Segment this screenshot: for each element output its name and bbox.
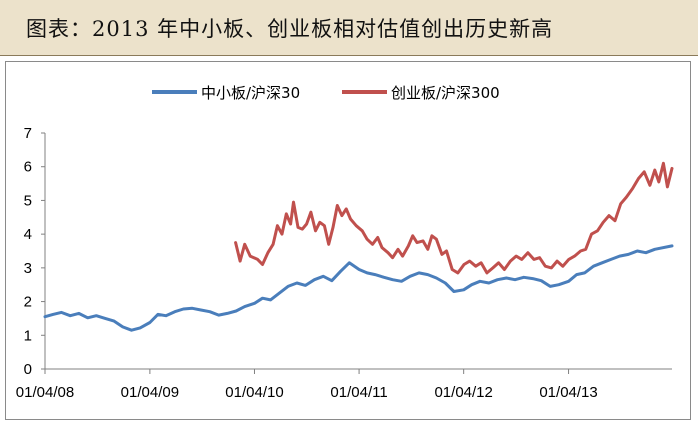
chart-title: 图表：2013 年中小板、创业板相对估值创出历史新高	[26, 17, 554, 41]
x-tick-label: 01/04/10	[225, 384, 283, 401]
y-tick-label: 1	[24, 327, 32, 344]
x-tick-label: 01/04/08	[16, 384, 74, 401]
y-tick-label: 5	[24, 192, 32, 209]
title-bar: 图表：2013 年中小板、创业板相对估值创出历史新高	[0, 0, 698, 55]
y-tick-label: 2	[24, 294, 32, 311]
y-tick-label: 4	[24, 226, 32, 243]
x-tick-label: 01/04/11	[330, 384, 387, 401]
x-tick-label: 01/04/12	[434, 384, 492, 401]
plot-frame	[5, 61, 691, 420]
legend-label-2: 创业板/沪深300	[391, 84, 500, 102]
y-tick-label: 0	[24, 361, 32, 378]
x-tick-label: 01/04/09	[121, 384, 179, 401]
x-tick-label: 01/04/13	[539, 384, 597, 401]
y-tick-label: 7	[24, 125, 32, 142]
y-tick-label: 3	[24, 260, 32, 277]
y-tick-label: 6	[24, 159, 32, 176]
series-line-1	[43, 244, 674, 332]
series-line-2	[234, 161, 674, 275]
title-divider	[0, 55, 698, 56]
legend-label-1: 中小板/沪深30	[201, 84, 300, 102]
